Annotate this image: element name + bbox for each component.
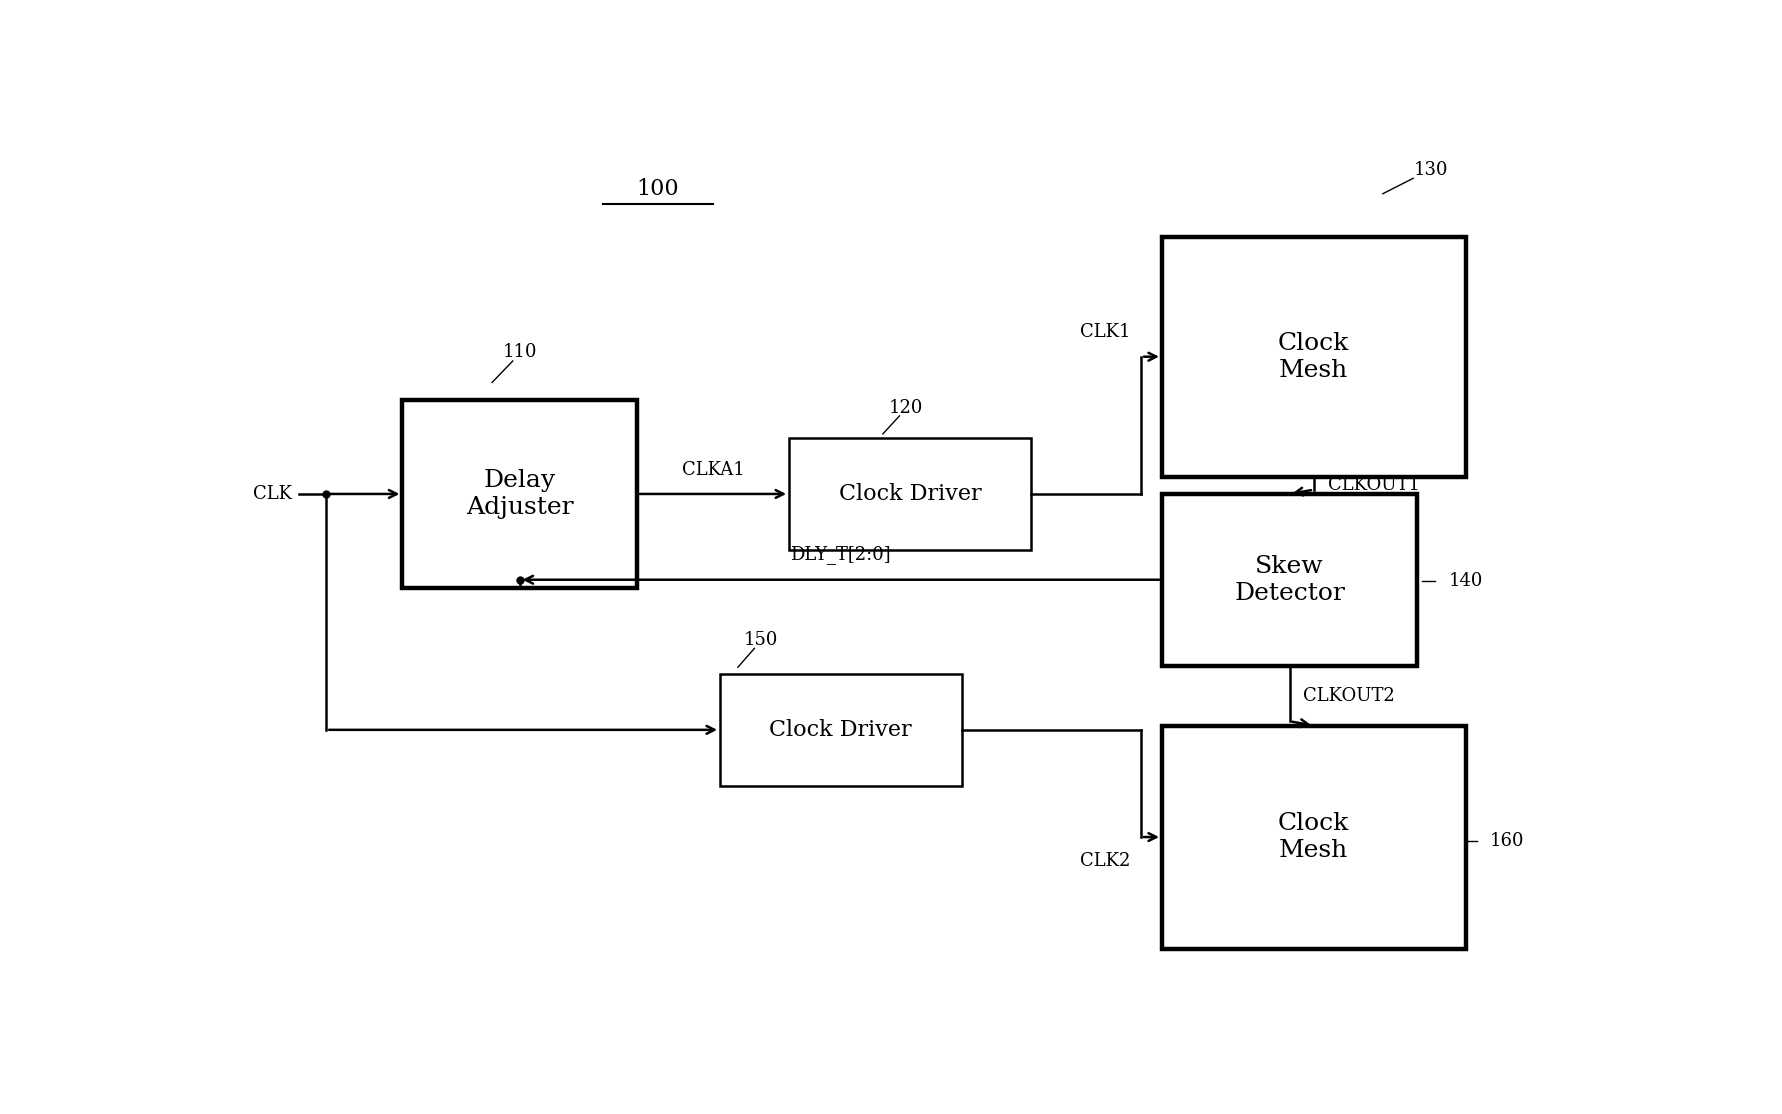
Text: Clock Driver: Clock Driver bbox=[839, 483, 982, 505]
Text: CLKOUT2: CLKOUT2 bbox=[1303, 686, 1395, 704]
Bar bbox=[1162, 494, 1417, 665]
Bar bbox=[720, 674, 962, 785]
Text: CLK2: CLK2 bbox=[1080, 852, 1130, 870]
Text: CLKOUT1: CLKOUT1 bbox=[1328, 477, 1420, 495]
Text: 120: 120 bbox=[889, 399, 923, 417]
Text: 110: 110 bbox=[503, 343, 536, 361]
Text: Skew
Detector: Skew Detector bbox=[1235, 555, 1345, 605]
Text: Clock
Mesh: Clock Mesh bbox=[1278, 332, 1349, 381]
Text: 150: 150 bbox=[745, 631, 779, 648]
Text: Delay
Adjuster: Delay Adjuster bbox=[465, 469, 574, 519]
Text: CLK: CLK bbox=[253, 485, 292, 502]
Text: DLY_T[2:0]: DLY_T[2:0] bbox=[791, 546, 891, 565]
Bar bbox=[1162, 725, 1465, 948]
Text: CLKA1: CLKA1 bbox=[683, 460, 745, 479]
Bar bbox=[403, 400, 638, 588]
Text: 130: 130 bbox=[1413, 160, 1449, 178]
Text: 140: 140 bbox=[1449, 573, 1483, 590]
Text: Clock Driver: Clock Driver bbox=[770, 719, 912, 741]
Text: CLK1: CLK1 bbox=[1080, 323, 1130, 341]
Text: 100: 100 bbox=[636, 178, 679, 201]
Text: Clock
Mesh: Clock Mesh bbox=[1278, 812, 1349, 862]
Text: 160: 160 bbox=[1490, 832, 1524, 850]
Bar bbox=[789, 438, 1030, 549]
Bar bbox=[1162, 236, 1465, 477]
